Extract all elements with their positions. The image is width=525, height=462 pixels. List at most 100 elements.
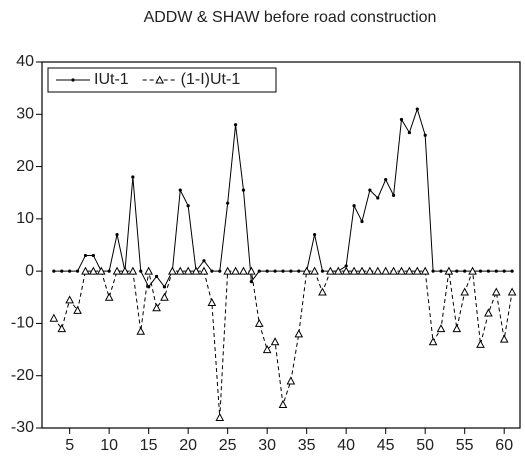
x-tick-label: 35 (298, 437, 316, 454)
triangle-marker (73, 305, 82, 314)
dot-marker (486, 269, 490, 273)
triangle-marker (57, 324, 67, 333)
triangle-marker (136, 326, 146, 335)
triangle-marker (310, 266, 319, 275)
triangle-marker (381, 266, 391, 275)
dot-marker (91, 253, 95, 258)
dot-marker (320, 269, 325, 273)
plot-frame (41, 61, 521, 429)
triangle-marker (155, 75, 165, 84)
triangle-marker (262, 345, 272, 354)
dot-marker (415, 107, 419, 111)
triangle-marker (341, 266, 351, 275)
triangle-marker (468, 266, 477, 275)
triangle-marker (152, 303, 161, 312)
dot-marker (407, 130, 411, 135)
triangle-marker (278, 399, 288, 408)
triangle-marker (49, 313, 59, 322)
triangle-marker (239, 266, 248, 275)
dot-marker (233, 123, 238, 127)
triangle-marker (365, 266, 375, 275)
dot-marker (52, 269, 56, 273)
dot-marker (281, 269, 285, 273)
dot-marker (178, 188, 182, 192)
triangle-marker (254, 318, 264, 327)
dot-marker (289, 269, 293, 273)
x-tick-label: 25 (219, 437, 237, 454)
triangle-marker (231, 266, 240, 275)
y-tick-label: -30 (11, 419, 34, 436)
y-tick-label: 30 (16, 106, 34, 123)
triangle-marker (168, 266, 177, 275)
y-tick-label: 10 (16, 210, 34, 227)
triangle-marker (207, 297, 217, 307)
dot-marker (510, 269, 514, 273)
dot-marker (391, 193, 396, 197)
triangle-marker (476, 339, 485, 348)
triangle-marker (444, 266, 454, 275)
triangle-marker (294, 329, 304, 338)
dot-marker (186, 204, 190, 208)
dot-marker (257, 269, 261, 273)
x-tick-label: 40 (337, 437, 355, 454)
dot-marker (360, 219, 364, 224)
dot-marker (107, 269, 111, 273)
triangle-marker (373, 266, 383, 275)
dot-marker (297, 269, 301, 273)
dot-marker (423, 133, 427, 137)
x-tick-label: 55 (456, 437, 474, 454)
triangle-marker (128, 266, 138, 275)
triangle-marker (199, 266, 209, 275)
triangle-marker (491, 287, 501, 296)
dot-marker (384, 178, 388, 182)
dot-marker (249, 280, 253, 284)
dot-marker (115, 232, 119, 237)
dot-marker (368, 188, 372, 192)
dot-marker (399, 117, 404, 122)
dot-marker (241, 188, 246, 192)
dot-marker (162, 285, 167, 289)
y-tick-label: 0 (25, 262, 34, 279)
triangle-marker (270, 337, 280, 346)
chart-title: ADDW & SHAW before road construction (144, 9, 437, 26)
series-line (53, 270, 513, 418)
triangle-marker (175, 266, 185, 275)
triangle-marker (357, 266, 367, 275)
x-tick-label: 5 (65, 437, 74, 454)
triangle-marker (65, 295, 74, 304)
dot-marker (83, 253, 88, 258)
x-tick-label: 15 (140, 437, 158, 454)
x-tick-label: 45 (377, 437, 395, 454)
triangle-marker (144, 266, 153, 275)
triangle-marker (349, 266, 359, 275)
legend-label: IUt-1 (94, 71, 129, 88)
dot-marker (265, 269, 269, 273)
triangle-marker (104, 292, 114, 301)
x-tick-label: 20 (179, 437, 197, 454)
triangle-marker (436, 324, 446, 333)
dot-marker (431, 269, 435, 273)
dot-marker (312, 232, 317, 237)
triangle-marker (389, 266, 398, 275)
dot-marker (463, 269, 467, 273)
dot-marker (210, 269, 214, 273)
dot-marker (226, 201, 230, 205)
dot-marker (376, 196, 380, 200)
x-tick-label: 30 (258, 437, 276, 454)
triangle-marker (81, 266, 90, 275)
triangle-marker (120, 266, 130, 275)
triangle-marker (507, 287, 517, 296)
dot-marker (139, 269, 143, 273)
triangle-marker (428, 337, 438, 346)
dot-marker (344, 264, 348, 268)
dot-marker (439, 269, 443, 273)
triangle-marker (89, 266, 98, 275)
triangle-marker (223, 266, 233, 275)
triangle-marker (215, 412, 225, 422)
dot-marker (71, 78, 75, 82)
dot-marker (202, 259, 206, 263)
x-tick-label: 60 (495, 437, 513, 454)
triangle-marker (333, 266, 343, 275)
